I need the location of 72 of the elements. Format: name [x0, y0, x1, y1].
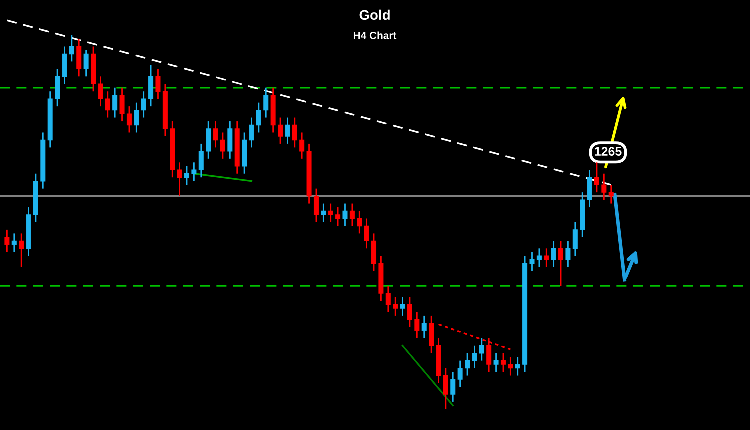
candlestick: [494, 352, 499, 373]
candlestick: [479, 338, 484, 362]
candlestick: [566, 240, 571, 268]
candlestick: [608, 184, 614, 204]
candlestick: [551, 240, 556, 268]
candlestick: [472, 345, 478, 369]
candlestick: [400, 296, 406, 317]
candlestick: [314, 188, 319, 224]
candlestick: [443, 368, 448, 410]
candlestick: [256, 102, 262, 134]
candlestick: [69, 34, 74, 62]
candlestick: [386, 285, 391, 313]
candlestick: [206, 120, 212, 160]
candlestick: [450, 371, 456, 403]
candlestick: [500, 352, 506, 373]
candlestick: [372, 233, 377, 272]
candlestick: [300, 132, 305, 160]
candlestick: [213, 120, 218, 148]
candlestick: [465, 352, 470, 376]
candlestick: [393, 296, 398, 317]
candlestick: [350, 203, 355, 227]
candlestick: [76, 38, 82, 78]
candlestick: [198, 143, 204, 178]
candlestick: [508, 356, 514, 376]
candlestick: [364, 218, 370, 250]
candlestick: [558, 240, 564, 287]
candlestick: [321, 203, 326, 224]
candlestick: [177, 162, 182, 197]
candlestick: [134, 102, 140, 134]
candlestick: [572, 222, 578, 257]
chart-subtitle: H4 Chart: [354, 32, 397, 40]
candlestick: [19, 233, 24, 268]
candlestick: [536, 248, 542, 268]
candlestick: [249, 117, 254, 148]
candlestick: [414, 312, 420, 340]
candlestick: [336, 206, 341, 227]
candlestick: [407, 296, 412, 328]
candlestick: [264, 87, 269, 118]
candlestick: [292, 117, 298, 148]
candlestick: [156, 68, 161, 100]
candlestick: [602, 173, 607, 201]
candlestick: [422, 315, 427, 340]
candlestick: [342, 203, 348, 227]
candlestick: [126, 106, 132, 134]
candlestick: [112, 87, 118, 118]
candlestick: [220, 132, 226, 160]
chart-title: Gold: [360, 10, 390, 20]
candlestick: [587, 169, 592, 208]
candlestick: [55, 68, 60, 108]
candlestick: [184, 166, 190, 186]
candlestick: [192, 162, 197, 182]
candlestick: [105, 90, 110, 118]
candlestick: [141, 90, 146, 118]
candlestick: [62, 46, 68, 85]
candlestick: [285, 117, 290, 145]
candlestick: [4, 229, 10, 254]
candlestick: [515, 356, 520, 376]
candlestick: [278, 117, 284, 145]
candlestick: [357, 210, 362, 234]
candlestick: [429, 315, 434, 354]
candlestick: [148, 64, 154, 108]
candlestick: [328, 203, 334, 224]
candlestick: [120, 87, 125, 122]
candlestick: [530, 252, 535, 272]
candlestick: [228, 120, 233, 160]
candlestick: [12, 233, 17, 254]
candlestick: [84, 50, 89, 78]
annotation: 1265: [595, 147, 622, 156]
candlestick: [594, 162, 600, 194]
candlestick: [458, 360, 463, 388]
candlestick: [98, 76, 104, 108]
candlestick: [544, 248, 550, 268]
